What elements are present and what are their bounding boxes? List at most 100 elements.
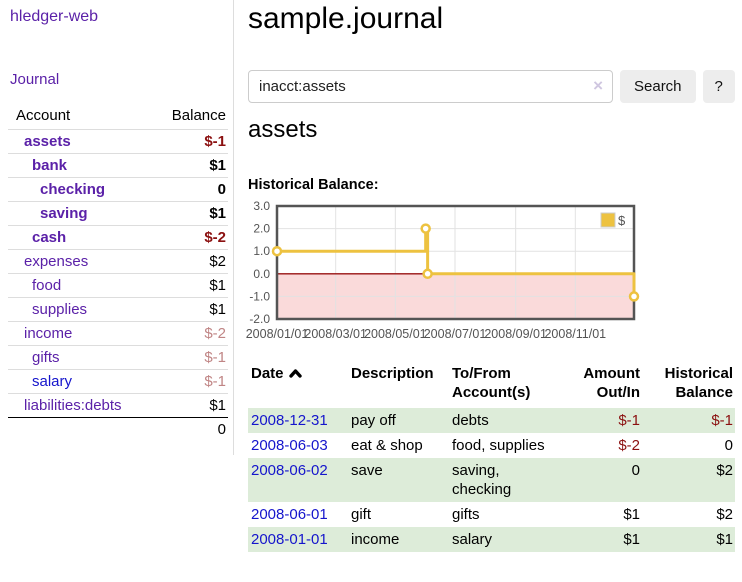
transaction-row[interactable]: 2008-06-01 gift gifts $1 $2 — [248, 502, 735, 527]
transaction-description: save — [351, 462, 383, 479]
account-balance: $1 — [209, 205, 226, 222]
account-row: salary $-1 — [8, 369, 228, 394]
sidebar-item-journal[interactable]: Journal — [10, 71, 60, 88]
svg-text:-2.0: -2.0 — [249, 312, 270, 326]
svg-text:2008/07/01: 2008/07/01 — [424, 327, 487, 341]
accounts-table: Account Balance assets $-1 bank $1 checking 0… — [8, 103, 228, 441]
account-heading: assets — [248, 116, 318, 143]
account-link-expenses[interactable]: expenses — [24, 253, 89, 270]
sidebar: hledger-web Journal Account Balance asse… — [0, 0, 234, 455]
clear-search-icon[interactable]: × — [593, 76, 603, 95]
transaction-description: eat & shop — [351, 437, 423, 454]
accounts-header-account: Account — [16, 107, 71, 124]
account-link-saving[interactable]: saving — [40, 205, 88, 222]
data-point-marker — [271, 245, 283, 257]
transaction-amount: $-1 — [618, 412, 640, 429]
transaction-date-link[interactable]: 2008-06-02 — [251, 462, 328, 479]
data-point-marker — [628, 291, 640, 302]
account-link-supplies[interactable]: supplies — [32, 301, 88, 318]
accounts-header-balance: Balance — [171, 107, 226, 124]
transaction-amount: $-2 — [618, 437, 640, 454]
svg-text:0.0: 0.0 — [253, 267, 270, 281]
account-row: supplies $1 — [8, 297, 228, 322]
data-point-marker — [420, 223, 431, 234]
transaction-date-link[interactable]: 2008-06-03 — [251, 437, 328, 454]
col-header-description: Description — [351, 365, 434, 382]
account-balance: $-1 — [204, 133, 226, 150]
col-header-date-label: Date — [251, 365, 284, 382]
svg-text:2008/09/01: 2008/09/01 — [484, 327, 547, 341]
transaction-accounts: food, supplies — [452, 437, 545, 454]
svg-text:3.0: 3.0 — [253, 200, 270, 213]
svg-text:2008/05/01: 2008/05/01 — [364, 327, 427, 341]
search-help-button[interactable]: ? — [702, 70, 735, 103]
account-link-food[interactable]: food — [32, 277, 62, 294]
transaction-accounts: gifts — [452, 506, 480, 523]
account-balance: $2 — [209, 253, 226, 270]
transaction-balance: $-1 — [711, 412, 733, 429]
transaction-amount: 0 — [631, 462, 640, 479]
legend-color-box — [600, 212, 616, 228]
account-balance: $-2 — [204, 229, 226, 246]
account-balance: $-2 — [204, 325, 226, 342]
transaction-balance: $1 — [716, 531, 733, 548]
account-balance: $1 — [209, 157, 226, 174]
transaction-row[interactable]: 2008-12-31 pay off debts $-1 $-1 — [248, 408, 735, 433]
transaction-date-link[interactable]: 2008-06-01 — [251, 506, 328, 523]
accounts-total-row: 0 — [8, 417, 228, 441]
account-row: saving $1 — [8, 201, 228, 226]
account-balance: $1 — [209, 301, 226, 318]
transaction-accounts: salary — [452, 531, 493, 548]
transaction-row[interactable]: 2008-06-03 eat & shop food, supplies $-2 0 — [248, 433, 735, 458]
transaction-description: pay off — [351, 412, 396, 429]
account-row: gifts $-1 — [8, 345, 228, 370]
account-row: cash $-2 — [8, 225, 228, 250]
search-box: × — [248, 70, 613, 103]
col-header-balance: Historical Balance — [664, 365, 733, 401]
transaction-accounts: saving, checking — [452, 462, 512, 498]
account-link-cash[interactable]: cash — [32, 229, 67, 246]
search-input[interactable] — [248, 70, 613, 103]
register-table: Date Description To/From Account(s) Amou… — [248, 363, 735, 552]
account-balance: $-1 — [204, 373, 226, 390]
sort-ascending-icon — [288, 369, 302, 378]
transaction-amount: $1 — [623, 506, 640, 523]
account-link-liabilities-debts[interactable]: liabilities:debts — [24, 397, 122, 414]
historical-balance-chart[interactable]: $3.0 2.0 1.0 0.0 -1.0 -2.0 2008/01/01 2008/03/0… — [242, 199, 662, 344]
main-content: sample.journal × Search ? assets Histori… — [246, 0, 738, 552]
transaction-description: income — [351, 531, 400, 548]
account-row: checking 0 — [8, 177, 228, 202]
account-balance: 0 — [217, 181, 226, 198]
account-balance: $-1 — [204, 349, 226, 366]
transaction-row[interactable]: 2008-01-01 income salary $1 $1 — [248, 527, 735, 552]
col-header-date[interactable]: Date — [248, 363, 348, 408]
search-button[interactable]: Search — [620, 70, 696, 103]
data-point-marker — [422, 268, 433, 280]
account-link-gifts[interactable]: gifts — [32, 349, 60, 366]
svg-text:-1.0: -1.0 — [249, 289, 270, 303]
account-link-income[interactable]: income — [24, 325, 73, 342]
transaction-balance: $2 — [716, 462, 733, 479]
svg-text:2008/01/01: 2008/01/01 — [246, 327, 309, 341]
col-header-accounts: To/From Account(s) — [452, 365, 531, 401]
transaction-description: gift — [351, 506, 372, 523]
account-row: bank $1 — [8, 153, 228, 178]
transaction-row[interactable]: 2008-06-02 save saving, checking 0 $2 — [248, 458, 735, 502]
transaction-balance: 0 — [724, 437, 733, 454]
col-header-amount: Amount Out/In — [583, 365, 640, 401]
transaction-date-link[interactable]: 2008-01-01 — [251, 531, 328, 548]
account-link-assets[interactable]: assets — [24, 133, 71, 150]
account-link-bank[interactable]: bank — [32, 157, 68, 174]
account-row: liabilities:debts $1 — [8, 393, 228, 418]
page-title: sample.journal — [248, 2, 444, 35]
app-title-link[interactable]: hledger-web — [10, 8, 99, 25]
svg-text:2.0: 2.0 — [253, 222, 270, 236]
search-form: × Search ? — [248, 70, 735, 103]
account-row: food $1 — [8, 273, 228, 298]
account-link-salary[interactable]: salary — [32, 373, 73, 390]
accounts-total-value: 0 — [148, 417, 228, 441]
account-link-checking[interactable]: checking — [40, 181, 106, 198]
transaction-accounts: debts — [452, 412, 489, 429]
account-row: expenses $2 — [8, 249, 228, 274]
transaction-date-link[interactable]: 2008-12-31 — [251, 412, 328, 429]
